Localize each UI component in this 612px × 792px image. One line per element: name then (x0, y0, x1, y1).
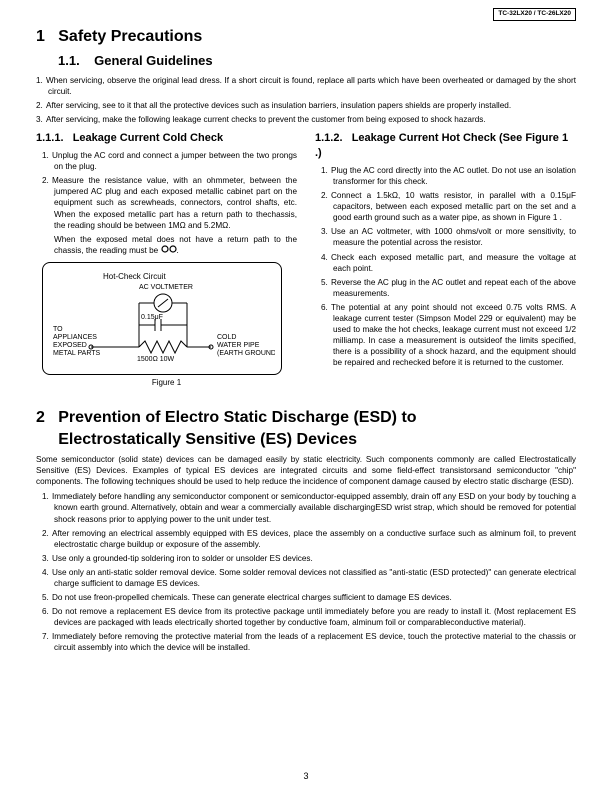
section-1-1-title: General Guidelines (94, 53, 213, 68)
fig-left3: EXPOSED (53, 342, 87, 349)
gl-3: After servicing, make the following leak… (46, 115, 486, 124)
infinity-icon (161, 245, 177, 256)
section-1-1-1-heading: 1.1.1. Leakage Current Cold Check (36, 131, 297, 146)
fig-left4: METAL PARTS (53, 350, 101, 357)
s111-title: Leakage Current Cold Check (73, 132, 223, 144)
gl-2: After servicing, see to it that all the … (46, 101, 511, 110)
esd-7: Immediately before removing the protecti… (52, 632, 576, 652)
section-2-title-l1: Prevention of Electro Static Discharge (… (58, 409, 416, 426)
esd-3: Use only a grounded-tip soldering iron t… (52, 554, 313, 563)
cold-2: Measure the resistance value, with an oh… (52, 176, 297, 229)
section-1-num: 1 (36, 28, 45, 45)
esd-1: Immediately before handling any semicond… (52, 492, 576, 523)
section-1-heading: 1 Safety Precautions (36, 26, 576, 48)
section-2-heading: 2 Prevention of Electro Static Discharge… (36, 407, 576, 450)
esd-5: Do not use freon-propelled chemicals. Th… (52, 593, 452, 602)
section-2-num: 2 (36, 409, 45, 426)
right-column: 1.1.2. Leakage Current Hot Check (See Fi… (315, 129, 576, 389)
model-label: TC-32LX20 / TC-26LX20 (493, 8, 576, 21)
left-column: 1.1.1. Leakage Current Cold Check 1.Unpl… (36, 129, 297, 389)
hot-4: Check each exposed metallic part, and me… (331, 253, 576, 273)
fig-res: 1500Ω 10W (137, 356, 175, 363)
hot-3: Use an AC voltmeter, with 1000 ohms/volt… (331, 227, 576, 247)
cold-tail: When the exposed metal does not have a r… (36, 234, 297, 256)
hot-6: The potential at any point should not ex… (331, 303, 576, 367)
fig-right3: (EARTH GROUND) (217, 350, 275, 357)
esd-2: After removing an electrical assembly eq… (52, 529, 576, 549)
hot-5: Reverse the AC plug in the AC outlet and… (331, 278, 576, 298)
section-1-title: Safety Precautions (58, 28, 202, 45)
fig-right1: COLD (217, 334, 236, 341)
fig-cap-val: 0.15μF (141, 314, 163, 321)
fig-right2: WATER PIPE (217, 342, 260, 349)
s112-title: Leakage Current Hot Check (See Figure 1 … (315, 132, 568, 159)
cold-check-list: 1.Unplug the AC cord and connect a jumpe… (36, 150, 297, 230)
section-2-intro: Some semiconductor (solid state) devices… (36, 454, 576, 487)
fig-left2: APPLIANCES (53, 334, 97, 341)
figure-1-box: Hot-Check Circuit AC VOLTMETER 0.15μF (42, 262, 282, 375)
general-guidelines-list: 1.When servicing, observe the original l… (36, 75, 576, 125)
fig-left1: TO (53, 326, 63, 333)
hot-2: Connect a 1.5kΩ, 10 watts resistor, in p… (331, 191, 576, 222)
cold-1: Unplug the AC cord and connect a jumper … (52, 151, 297, 171)
section-1-1-heading: 1.1. General Guidelines (36, 52, 576, 70)
hot-1: Plug the AC cord directly into the AC ou… (331, 166, 576, 186)
section-1-1-2-heading: 1.1.2. Leakage Current Hot Check (See Fi… (315, 131, 576, 161)
section-2-title-l2: Electrostatically Sensitive (ES) Devices (58, 431, 357, 448)
s112-num: 1.1.2. (315, 132, 343, 144)
fig-meter-label: AC VOLTMETER (139, 284, 193, 291)
fig-title: Hot-Check Circuit (103, 272, 166, 281)
hot-check-list: 1.Plug the AC cord directly into the AC … (315, 165, 576, 368)
figure-1-caption: Figure 1 (36, 378, 297, 389)
esd-4: Use only an anti-static solder removal d… (52, 568, 576, 588)
section-1-1-num: 1.1. (58, 53, 80, 68)
esd-list: 1.Immediately before handling any semico… (36, 491, 576, 653)
s111-num: 1.1.1. (36, 132, 64, 144)
esd-6: Do not remove a replacement ES device fr… (52, 607, 576, 627)
gl-1: When servicing, observe the original lea… (46, 76, 576, 96)
page-number: 3 (0, 770, 612, 782)
